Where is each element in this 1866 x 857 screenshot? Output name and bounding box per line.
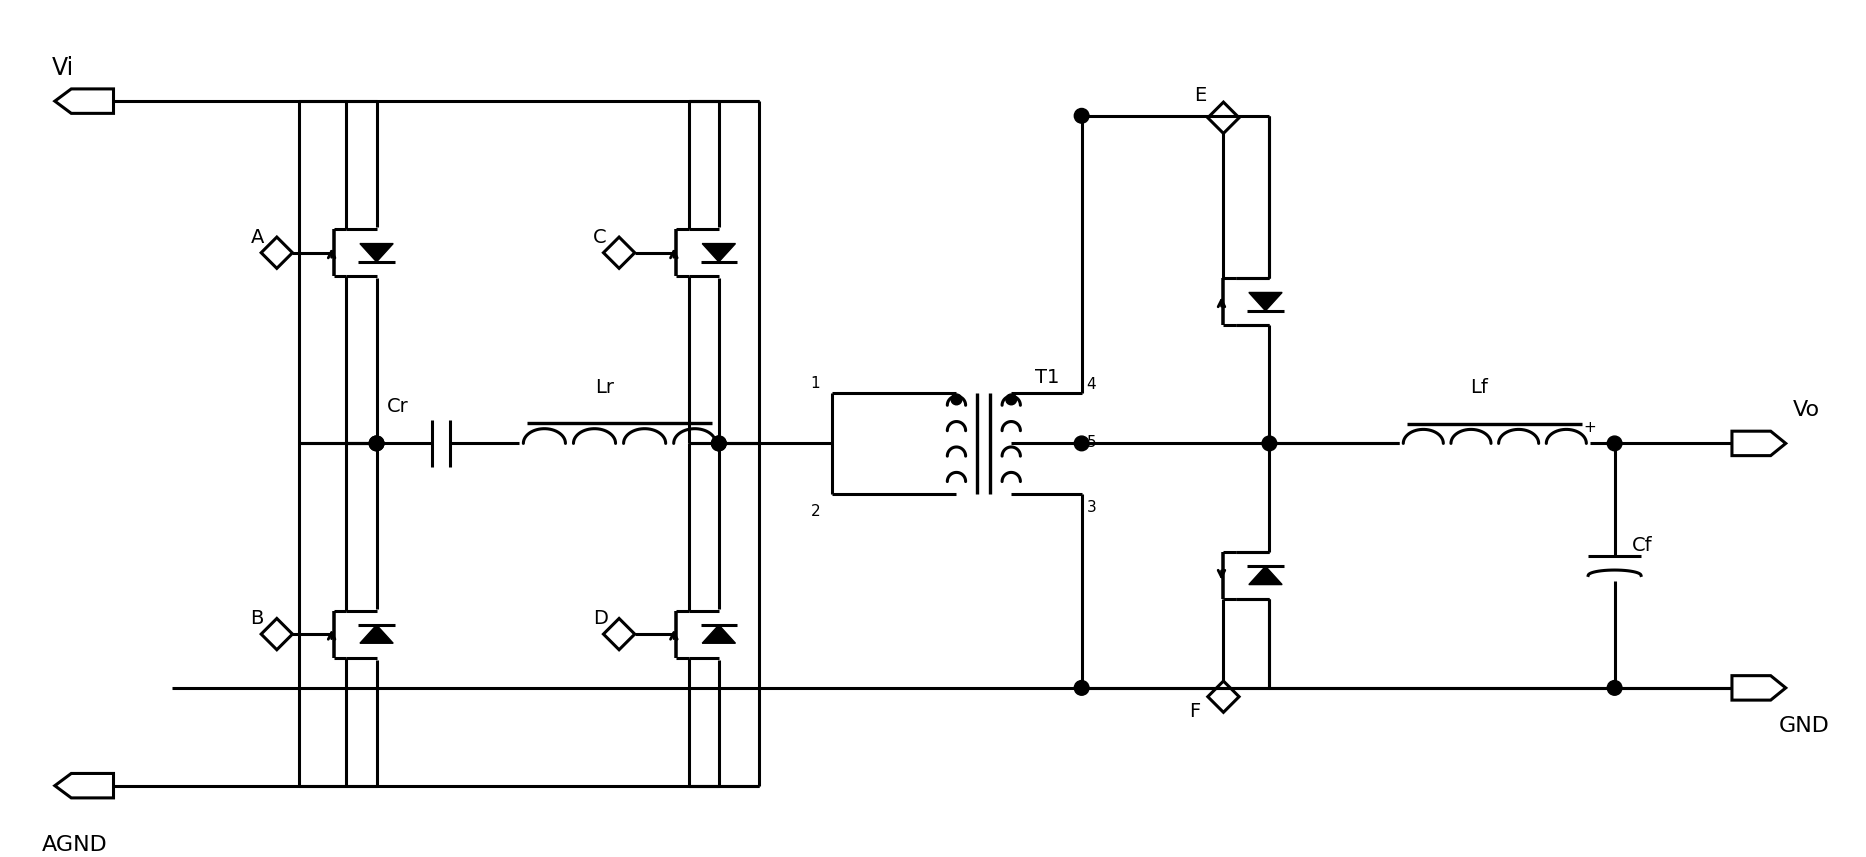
Text: 5: 5 xyxy=(1086,435,1095,450)
Polygon shape xyxy=(603,237,634,268)
Polygon shape xyxy=(261,237,293,268)
Text: 4: 4 xyxy=(1086,376,1095,392)
Text: Vi: Vi xyxy=(52,56,75,80)
Circle shape xyxy=(369,436,384,451)
Text: +: + xyxy=(1584,420,1595,434)
Polygon shape xyxy=(702,625,735,644)
Circle shape xyxy=(1006,394,1017,405)
Polygon shape xyxy=(1207,102,1239,134)
Circle shape xyxy=(952,394,961,405)
Polygon shape xyxy=(54,89,114,113)
Polygon shape xyxy=(360,243,394,262)
Polygon shape xyxy=(702,243,735,262)
Polygon shape xyxy=(603,619,634,650)
Text: Cf: Cf xyxy=(1633,536,1653,555)
Circle shape xyxy=(1607,680,1622,695)
Circle shape xyxy=(369,436,384,451)
Text: Cr: Cr xyxy=(388,397,409,417)
Circle shape xyxy=(1075,436,1090,451)
Polygon shape xyxy=(1248,566,1282,584)
Text: Vo: Vo xyxy=(1793,400,1819,420)
Text: A: A xyxy=(250,228,263,247)
Polygon shape xyxy=(54,774,114,798)
Polygon shape xyxy=(1732,675,1786,700)
Text: GND: GND xyxy=(1778,716,1831,736)
Circle shape xyxy=(1261,436,1276,451)
Text: D: D xyxy=(593,609,608,628)
Circle shape xyxy=(1075,680,1090,695)
Circle shape xyxy=(711,436,726,451)
Polygon shape xyxy=(1207,681,1239,712)
Polygon shape xyxy=(1732,431,1786,456)
Circle shape xyxy=(1607,436,1622,451)
Text: Lf: Lf xyxy=(1470,378,1489,397)
Text: E: E xyxy=(1194,87,1205,105)
Circle shape xyxy=(1075,109,1090,123)
Polygon shape xyxy=(360,625,394,644)
Text: C: C xyxy=(593,228,606,247)
Text: 1: 1 xyxy=(810,375,821,391)
Text: T1: T1 xyxy=(1036,368,1060,387)
Polygon shape xyxy=(261,619,293,650)
Text: Lr: Lr xyxy=(595,378,614,397)
Text: 3: 3 xyxy=(1086,500,1097,515)
Circle shape xyxy=(711,436,726,451)
Text: 2: 2 xyxy=(810,504,821,518)
Polygon shape xyxy=(1248,292,1282,311)
Text: B: B xyxy=(250,609,263,628)
Text: AGND: AGND xyxy=(43,835,108,854)
Text: F: F xyxy=(1189,702,1200,722)
